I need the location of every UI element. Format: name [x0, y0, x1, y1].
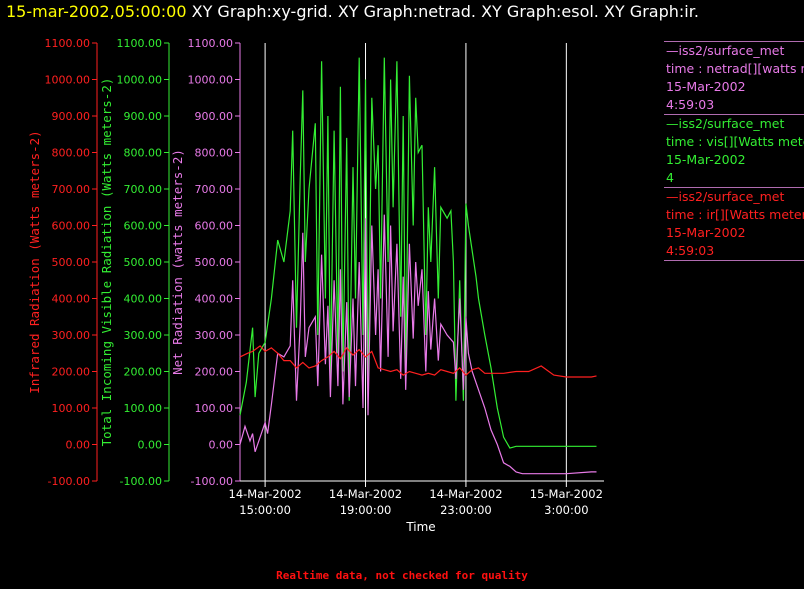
chart-header: 15-mar-2002,05:00:00 XY Graph:xy-grid. X…: [6, 2, 699, 21]
y-axis-title-vis: Total Incoming Visible Radiation (Watts …: [99, 78, 114, 447]
y-tick-label-vis: 0.00: [138, 439, 163, 452]
x-axis: 14-Mar-2002 15:00:00 14-Mar-2002 19:00:00 14…: [229, 480, 604, 534]
y-tick-label-vis: 300.00: [124, 329, 163, 342]
y-tick-label-vis: 100.00: [124, 402, 163, 415]
y-tick-label-net: 100.00: [195, 402, 234, 415]
y-tick-label-vis: 200.00: [124, 366, 163, 379]
legend: —iss2/surface_met time : netrad[][watts …: [664, 41, 804, 261]
y-tick-label-ir: 200.00: [52, 366, 91, 379]
legend-variable: time : netrad[][watts me: [666, 61, 804, 76]
y-tick-label-ir: 900.00: [52, 110, 91, 123]
y-tick-label-net: 200.00: [195, 366, 234, 379]
y-tick-label-net: 700.00: [195, 183, 234, 196]
y-tick-label-ir: 0.00: [66, 439, 91, 452]
x-tick-label-time: 23:00:00: [440, 503, 492, 517]
legend-entry-ir[interactable]: —iss2/surface_met time : ir[][Watts mete…: [664, 187, 804, 261]
y-tick-label-vis: 1100.00: [117, 37, 163, 50]
y-tick-label-vis: 400.00: [124, 293, 163, 306]
y-tick-label-vis: 700.00: [124, 183, 163, 196]
y-tick-label-net: 600.00: [195, 220, 234, 233]
y-tick-label-vis: 900.00: [124, 110, 163, 123]
y-tick-label-vis: 800.00: [124, 147, 163, 160]
legend-entry-vis[interactable]: —iss2/surface_met time : vis[][Watts met…: [664, 114, 804, 187]
y-tick-label-ir: 700.00: [52, 183, 91, 196]
series-lines: [239, 57, 597, 475]
legend-source: —iss2/surface_met: [666, 43, 785, 58]
legend-variable: time : ir[][Watts meters: [666, 207, 804, 222]
y-tick-label-ir: 800.00: [52, 147, 91, 160]
series-line-net: [239, 214, 597, 475]
y-axes: -100.00 0.00 100.00 200.00 300.00 400.00 500.0…: [27, 37, 241, 488]
x-tick-label-date: 14-Mar-2002: [429, 487, 502, 501]
x-axis-title: Time: [405, 520, 435, 534]
legend-entry-net[interactable]: —iss2/surface_met time : netrad[][watts …: [664, 41, 804, 114]
y-tick-label-net: 300.00: [195, 329, 234, 342]
y-tick-label-ir: 400.00: [52, 293, 91, 306]
legend-date: 15-Mar-2002: [666, 152, 746, 167]
legend-variable: time : vis[][Watts mete: [666, 134, 804, 149]
y-tick-label-ir: 100.00: [52, 402, 91, 415]
y-tick-label-net: 1000.00: [188, 74, 234, 87]
y-tick-label-net: 500.00: [195, 256, 234, 269]
y-axis-title-net: Net Radiation (watts meters-2): [170, 149, 185, 375]
x-tick-label-time: 19:00:00: [340, 503, 392, 517]
legend-source: —iss2/surface_met: [666, 189, 785, 204]
x-tick-label-date: 14-Mar-2002: [229, 487, 302, 501]
header-graph-list: XY Graph:xy-grid. XY Graph:netrad. XY Gr…: [191, 2, 699, 21]
y-tick-label-vis: 500.00: [124, 256, 163, 269]
y-tick-label-net: 800.00: [195, 147, 234, 160]
series-line-vis: [239, 57, 597, 449]
header-timestamp: 15-mar-2002,05:00:00: [6, 2, 187, 21]
y-axis-title-ir: Infrared Radiation (Watts meters-2): [27, 130, 42, 393]
legend-time: 4: [666, 170, 674, 185]
y-tick-label-vis: 600.00: [124, 220, 163, 233]
y-tick-label-ir: 300.00: [52, 329, 91, 342]
y-tick-label-ir: 1100.00: [45, 37, 91, 50]
y-tick-label-ir: 1000.00: [45, 74, 91, 87]
quality-footnote: Realtime data, not checked for quality: [276, 569, 528, 582]
x-tick-label-date: 14-Mar-2002: [329, 487, 402, 501]
y-tick-label-ir: 500.00: [52, 256, 91, 269]
y-tick-label-net: 0.00: [209, 439, 234, 452]
y-tick-label-net: 1100.00: [188, 37, 234, 50]
series-line-ir: [239, 345, 597, 378]
y-tick-label-ir: -100.00: [48, 475, 90, 488]
x-tick-label-time: 15:00:00: [239, 503, 291, 517]
legend-date: 15-Mar-2002: [666, 225, 746, 240]
y-tick-label-vis: 1000.00: [117, 74, 163, 87]
legend-source: —iss2/surface_met: [666, 116, 785, 131]
y-tick-label-ir: 600.00: [52, 220, 91, 233]
y-tick-label-vis: -100.00: [120, 475, 162, 488]
x-tick-label-time: 3:00:00: [544, 503, 588, 517]
y-tick-label-net: 400.00: [195, 293, 234, 306]
y-tick-label-net: 900.00: [195, 110, 234, 123]
x-tick-label-date: 15-Mar-2002: [530, 487, 603, 501]
y-tick-label-net: -100.00: [191, 475, 233, 488]
legend-time: 4:59:03: [666, 97, 715, 112]
legend-date: 15-Mar-2002: [666, 79, 746, 94]
legend-time: 4:59:03: [666, 243, 715, 258]
